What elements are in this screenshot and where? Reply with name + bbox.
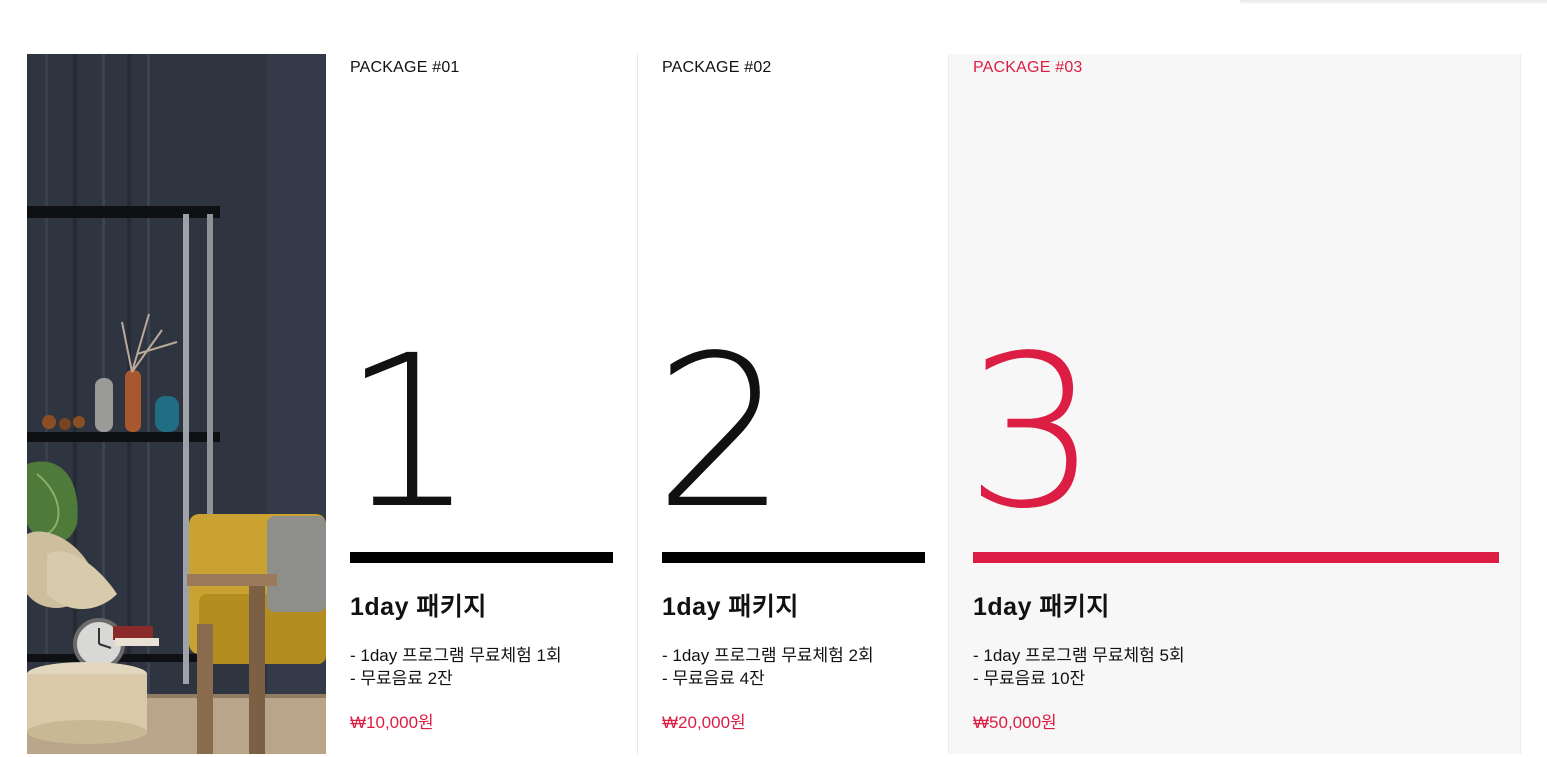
feature-line: - 무료음료 2잔 <box>350 669 453 688</box>
package-label: PACKAGE #03 <box>973 59 1083 76</box>
package-card-02[interactable]: PACKAGE #02 2 1day 패키지 - 1day 프로그램 무료체험 … <box>637 54 948 754</box>
package-divider-bar <box>350 552 613 563</box>
package-label: PACKAGE #01 <box>350 59 460 76</box>
package-features: - 1day 프로그램 무료체험 5회 - 무료음료 10잔 <box>973 644 1185 690</box>
package-number: 2 <box>654 310 788 555</box>
package-price: ₩10,000원 <box>350 713 434 732</box>
hero-image <box>27 54 326 754</box>
package-number: 3 <box>965 310 1099 555</box>
feature-line: - 무료음료 10잔 <box>973 669 1086 688</box>
package-title: 1day 패키지 <box>973 593 1110 621</box>
package-number: 1 <box>342 310 476 555</box>
feature-line: - 1day 프로그램 무료체험 1회 <box>350 646 562 665</box>
package-price: ₩20,000원 <box>662 713 746 732</box>
package-card-01[interactable]: PACKAGE #01 1 1day 패키지 - 1day 프로그램 무료체험 … <box>326 54 637 754</box>
package-label: PACKAGE #02 <box>662 59 772 76</box>
feature-line: - 1day 프로그램 무료체험 2회 <box>662 646 874 665</box>
package-features: - 1day 프로그램 무료체험 1회 - 무료음료 2잔 <box>350 644 562 690</box>
package-features: - 1day 프로그램 무료체험 2회 - 무료음료 4잔 <box>662 644 874 690</box>
package-title: 1day 패키지 <box>350 593 487 621</box>
package-divider-bar <box>973 552 1499 563</box>
living-room-photo <box>27 54 326 754</box>
package-card-03[interactable]: PACKAGE #03 3 1day 패키지 - 1day 프로그램 무료체험 … <box>948 54 1521 754</box>
package-divider-bar <box>662 552 925 563</box>
feature-line: - 1day 프로그램 무료체험 5회 <box>973 646 1185 665</box>
feature-line: - 무료음료 4잔 <box>662 669 765 688</box>
package-title: 1day 패키지 <box>662 593 799 621</box>
top-dropdown-edge <box>1240 0 1547 4</box>
package-price: ₩50,000원 <box>973 713 1057 732</box>
